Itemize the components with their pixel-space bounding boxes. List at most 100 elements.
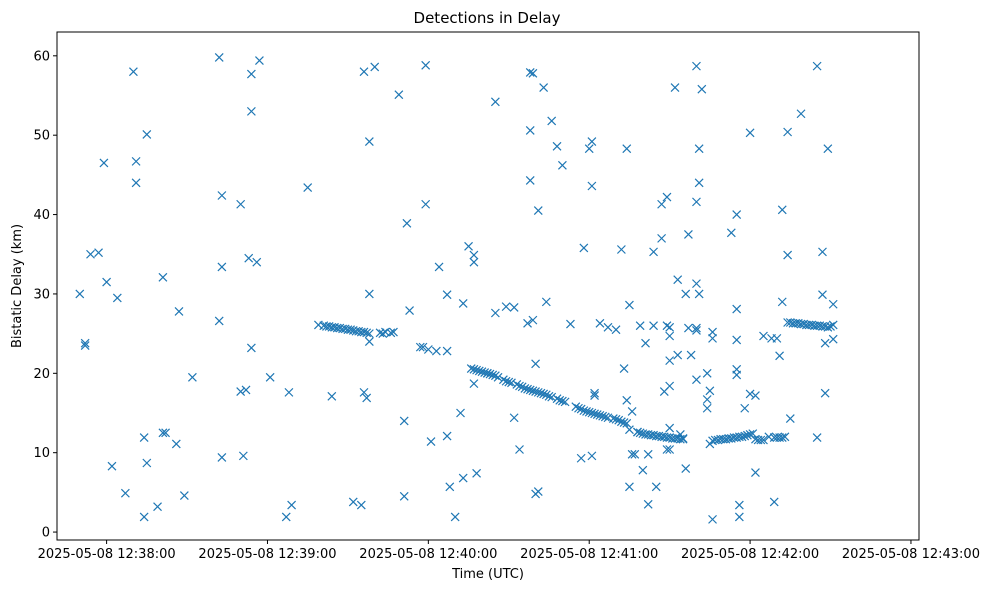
detection-point — [539, 83, 549, 92]
detection-point — [745, 128, 755, 138]
detection-point — [635, 428, 645, 438]
x-tick-label: 2025-05-08 12:38:00 — [38, 547, 176, 562]
detection-point — [523, 384, 532, 394]
detection-point — [442, 431, 452, 441]
detection-point — [547, 392, 557, 402]
detection-point — [692, 61, 701, 71]
detection-point — [708, 327, 717, 337]
detection-point — [281, 512, 291, 522]
chart-title: Detections in Delay — [414, 9, 561, 27]
detection-point — [673, 275, 683, 285]
detection-point — [592, 410, 602, 420]
detection-point — [694, 289, 704, 299]
detection-point — [759, 331, 768, 341]
detection-point — [525, 126, 535, 135]
detection-point — [630, 449, 640, 459]
detection-point — [458, 473, 468, 483]
detection-point — [665, 322, 675, 332]
detection-point — [619, 418, 629, 427]
detection-point — [528, 315, 538, 325]
detection-point — [783, 127, 793, 137]
detection-point — [638, 465, 648, 475]
detection-point — [442, 346, 452, 356]
detection-point — [525, 68, 535, 77]
detection-point — [557, 160, 567, 170]
detection-point — [359, 387, 369, 397]
detection-point — [533, 206, 543, 216]
detection-point — [423, 345, 433, 354]
detection-point — [466, 364, 476, 373]
detection-point — [625, 482, 634, 492]
detection-point — [751, 391, 760, 400]
detection-point — [665, 356, 675, 366]
detection-point — [818, 290, 827, 300]
detection-point — [364, 137, 374, 146]
detection-point — [431, 346, 441, 356]
detection-point — [590, 388, 600, 398]
detection-point — [402, 218, 412, 228]
detection-point — [236, 199, 246, 209]
x-tick-label: 2025-05-08 12:42:00 — [681, 547, 819, 562]
x-tick-label: 2025-05-08 12:43:00 — [842, 547, 980, 562]
detection-point — [469, 250, 479, 260]
detection-point — [142, 129, 152, 139]
detection-point — [120, 488, 130, 498]
detection-point — [635, 321, 645, 331]
detection-point — [732, 335, 742, 345]
detection-point — [80, 341, 90, 350]
detection-point — [364, 289, 374, 299]
detection-point — [504, 377, 514, 387]
detection-point — [498, 375, 508, 385]
x-tick-label: 2025-05-08 12:40:00 — [359, 547, 497, 562]
detection-point — [445, 482, 455, 492]
y-tick-label: 40 — [33, 208, 50, 223]
detection-point — [590, 409, 600, 419]
detection-point — [745, 389, 755, 399]
detection-point — [399, 416, 409, 426]
detection-point — [525, 176, 535, 185]
detection-point — [99, 158, 109, 168]
detection-point — [796, 109, 806, 119]
detection-point — [158, 272, 168, 282]
detection-point — [246, 343, 256, 353]
detection-point — [756, 435, 766, 445]
detection-point — [571, 402, 581, 412]
detection-point — [512, 380, 522, 389]
detection-point — [692, 197, 701, 207]
detection-point — [587, 408, 597, 418]
detection-point — [742, 430, 752, 440]
detection-point — [641, 338, 650, 348]
detection-point — [531, 387, 541, 396]
detection-point — [174, 306, 184, 316]
detection-point — [541, 390, 551, 400]
detection-point — [820, 338, 830, 348]
detection-point — [675, 434, 685, 444]
detection-point — [740, 403, 750, 413]
y-tick-label: 30 — [33, 287, 50, 302]
detection-point — [131, 178, 141, 188]
detection-point — [775, 351, 785, 361]
detection-point — [153, 502, 162, 512]
detection-point — [673, 350, 683, 360]
detection-point — [434, 262, 444, 272]
detection-point — [665, 381, 675, 391]
detection-point — [238, 451, 248, 461]
detection-point — [820, 388, 830, 398]
detection-point — [662, 192, 672, 202]
detection-point — [469, 257, 479, 267]
detection-point — [616, 245, 626, 254]
detection-point — [480, 368, 490, 377]
detection-point — [364, 337, 374, 346]
detection-point — [576, 453, 586, 463]
detection-point — [732, 304, 742, 314]
detection-point — [574, 403, 583, 413]
detection-point — [362, 328, 372, 338]
detection-point — [102, 277, 112, 287]
detection-point — [783, 250, 793, 260]
detection-point — [525, 385, 535, 395]
detection-point — [812, 61, 822, 71]
detection-point — [702, 395, 712, 404]
detection-point — [469, 364, 479, 374]
detection-point — [217, 262, 227, 272]
